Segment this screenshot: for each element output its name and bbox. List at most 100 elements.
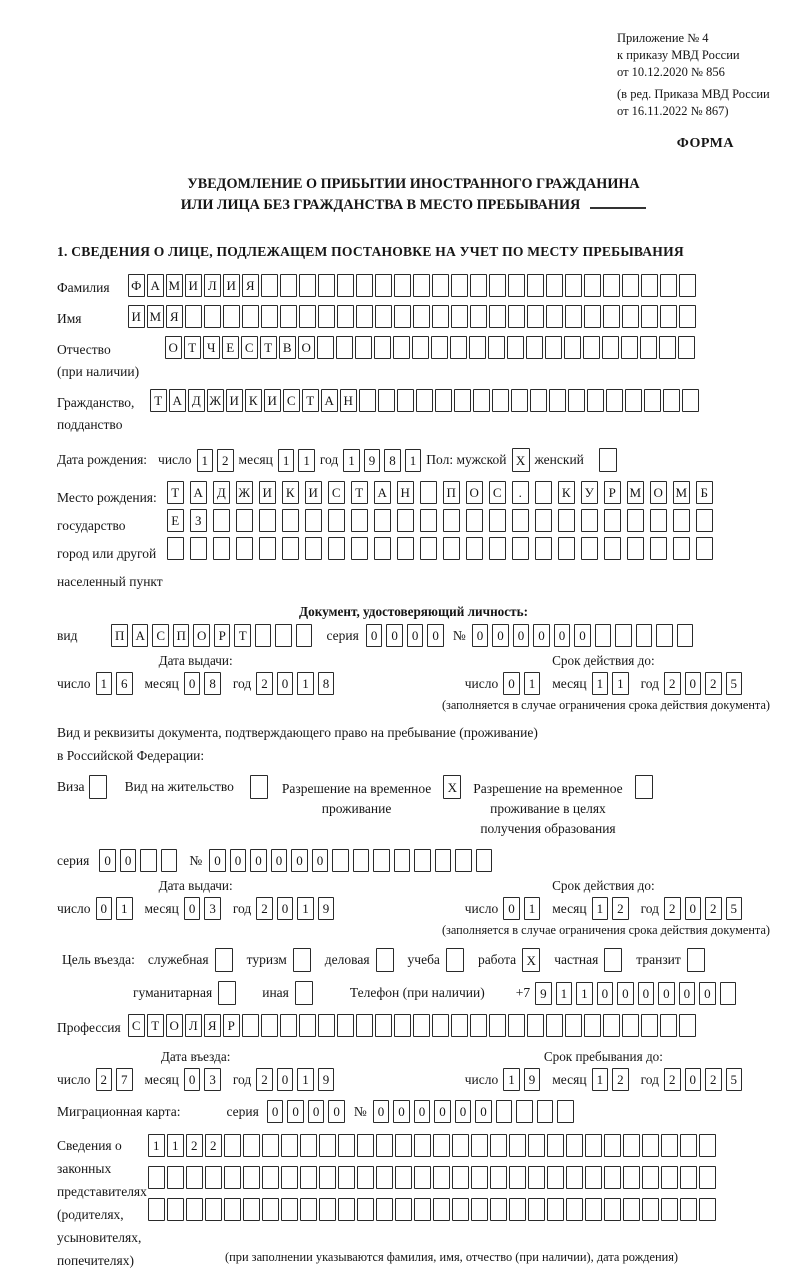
char-box[interactable] [511,389,528,412]
char-box[interactable] [213,509,230,532]
char-box[interactable] [355,336,372,359]
char-box[interactable]: И [185,274,202,297]
char-box[interactable]: О [650,481,667,504]
char-box[interactable]: 0 [393,1100,410,1123]
char-box[interactable]: К [558,481,575,504]
char-box[interactable] [420,509,437,532]
char-box[interactable] [395,1198,412,1221]
char-box[interactable] [565,305,582,328]
char-box[interactable] [416,389,433,412]
char-box[interactable]: 2 [705,897,722,920]
char-box[interactable]: 0 [637,981,655,1005]
char-box[interactable] [259,537,276,560]
char-box[interactable] [451,1014,468,1037]
char-box[interactable]: 0 [406,624,424,647]
char-box[interactable] [623,1166,640,1189]
char-box[interactable]: 0 [471,624,489,647]
char-box[interactable]: 0 [492,624,509,647]
char-box[interactable] [473,389,490,412]
char-box[interactable] [281,1134,298,1157]
char-box[interactable] [535,509,552,532]
char-box[interactable] [490,1134,507,1157]
char-box[interactable]: 0 [276,1068,294,1091]
char-box[interactable] [656,624,673,647]
char-box[interactable]: 0 [533,624,550,647]
char-box[interactable]: Ж [207,389,224,412]
char-box[interactable]: 1 [576,981,593,1005]
char-box[interactable] [435,389,452,412]
char-box[interactable] [546,305,563,328]
char-box[interactable] [566,1134,583,1157]
char-box[interactable] [621,336,638,359]
char-box[interactable]: 1 [298,448,315,472]
char-box[interactable]: Т [234,624,251,647]
char-box[interactable] [432,305,449,328]
char-box[interactable]: А [321,389,338,412]
char-box[interactable]: У [581,481,598,504]
char-box[interactable] [414,1134,431,1157]
char-box[interactable]: Т [150,389,167,412]
char-box[interactable] [546,1014,563,1037]
char-box[interactable] [374,509,391,532]
char-box[interactable]: 0 [307,1100,325,1123]
char-box[interactable] [642,1166,659,1189]
char-box[interactable]: 0 [684,1068,701,1091]
char-box[interactable] [471,1166,488,1189]
char-box[interactable] [299,274,316,297]
char-box[interactable]: 2 [205,1134,222,1157]
char-box[interactable]: 1 [297,897,314,920]
char-box[interactable]: Т [184,336,201,359]
char-box[interactable]: И [128,305,145,328]
char-box[interactable]: 2 [705,672,722,695]
char-box[interactable]: С [128,1014,145,1037]
char-box[interactable] [243,1198,260,1221]
char-box[interactable] [565,1014,582,1037]
char-box[interactable]: О [193,624,210,647]
char-box[interactable] [699,1134,716,1157]
char-box[interactable]: 0 [413,1100,431,1123]
char-box[interactable]: О [166,1014,183,1037]
char-box[interactable] [186,1166,203,1189]
char-box[interactable]: 2 [664,1068,681,1091]
char-box[interactable] [495,1100,513,1123]
char-box[interactable] [622,305,639,328]
char-box[interactable]: 0 [291,849,308,872]
char-box[interactable] [603,1014,620,1037]
char-box[interactable] [300,1166,317,1189]
char-box[interactable] [281,1166,298,1189]
char-box[interactable] [585,1198,602,1221]
char-box[interactable] [615,624,632,647]
visa-checkbox[interactable] [88,775,107,799]
char-box[interactable] [433,1198,450,1221]
char-box[interactable]: В [279,336,296,359]
char-box[interactable] [547,1134,564,1157]
char-box[interactable] [699,1198,716,1221]
char-box[interactable] [236,509,253,532]
char-box[interactable]: М [147,305,164,328]
char-box[interactable] [676,624,694,647]
char-box[interactable] [243,1166,260,1189]
char-box[interactable]: Л [204,274,221,297]
char-box[interactable] [545,336,562,359]
char-box[interactable]: 0 [678,981,696,1005]
char-box[interactable]: С [489,481,506,504]
char-box[interactable]: . [512,481,529,504]
char-box[interactable] [414,1166,431,1189]
char-box[interactable] [140,849,157,872]
char-box[interactable] [490,1166,507,1189]
char-box[interactable]: И [226,389,243,412]
char-box[interactable] [261,1014,278,1037]
char-box[interactable] [376,1166,393,1189]
char-box[interactable] [352,849,370,872]
char-box[interactable] [262,1198,279,1221]
char-box[interactable] [659,336,676,359]
char-box[interactable] [236,537,253,560]
char-box[interactable] [319,1134,336,1157]
char-box[interactable]: 1 [95,672,112,695]
char-box[interactable] [623,1198,640,1221]
char-box[interactable] [622,1014,639,1037]
char-box[interactable] [332,849,349,872]
char-box[interactable] [566,1166,583,1189]
char-box[interactable]: 2 [186,1134,203,1157]
char-box[interactable] [318,305,335,328]
